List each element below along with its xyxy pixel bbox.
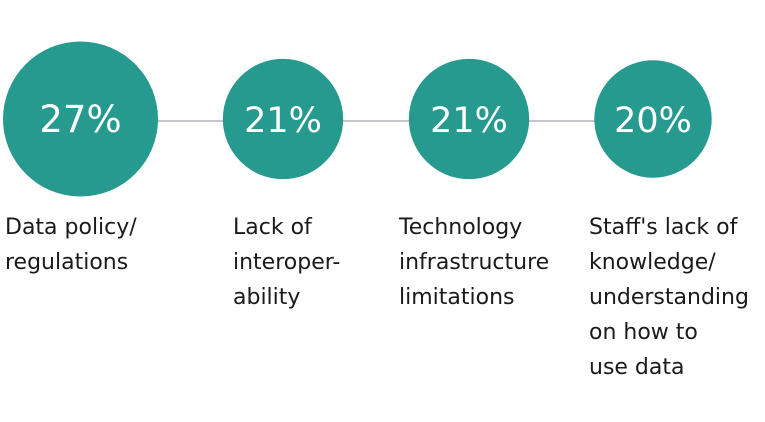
category-label: Technology infrastructure limitations: [399, 215, 550, 310]
bubble: [594, 60, 712, 178]
value-label: 20%: [614, 101, 692, 141]
value-label: 21%: [244, 101, 322, 141]
bubble: [408, 58, 530, 180]
value-label: 21%: [430, 101, 508, 141]
bubble: [3, 41, 158, 197]
category-label: Data policy/ regulations: [5, 215, 137, 275]
category-label: Staff's lack of knowledge/ understanding…: [589, 215, 749, 380]
category-label: Lack of interoper- ability: [233, 215, 341, 310]
value-label: 27%: [39, 98, 121, 141]
bubble: [222, 58, 344, 180]
